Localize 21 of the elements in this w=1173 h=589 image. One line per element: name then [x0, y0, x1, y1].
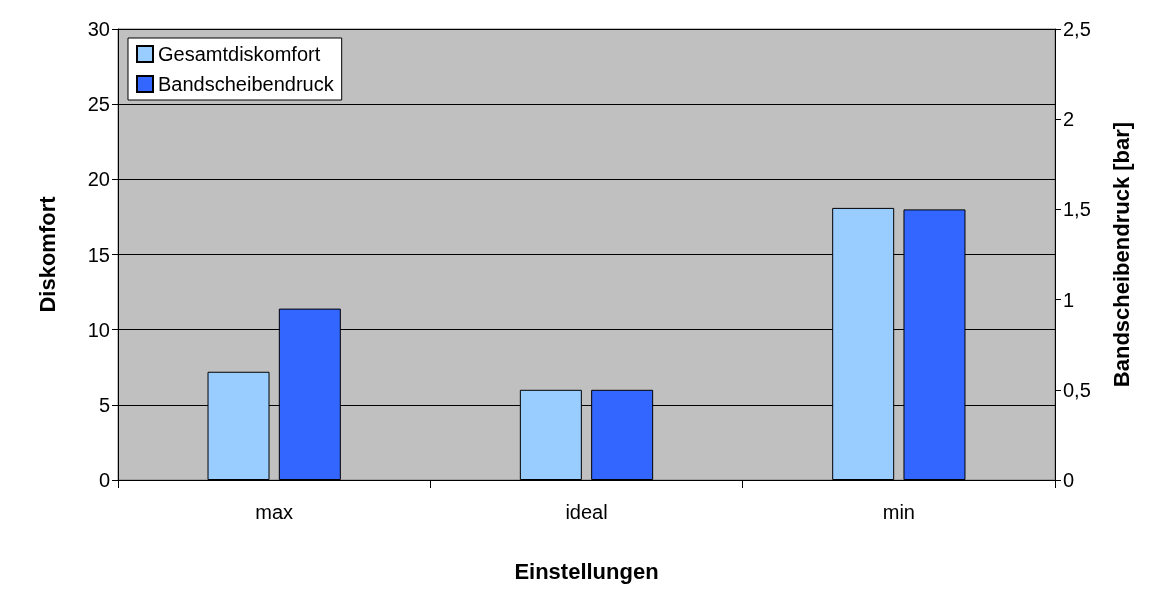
legend-label: Gesamtdiskomfort: [158, 43, 321, 65]
y-tick-label: 5: [98, 393, 110, 416]
y2-tick-label: 2,5: [1063, 18, 1091, 40]
y-tick-label: 20: [87, 168, 110, 191]
y2-tick-label: 1,5: [1063, 198, 1091, 221]
x-tick-label: max: [255, 501, 294, 523]
x-tick-label: ideal: [565, 501, 608, 523]
x-axis-title: Einstellungen: [514, 558, 659, 584]
legend-label: Bandscheibendruck: [158, 73, 335, 95]
y-tick-label: 15: [87, 243, 110, 266]
y-axis-title: Diskomfort: [34, 195, 60, 313]
y2-axis-title: Bandscheibendruck [bar]: [1108, 121, 1134, 388]
y-tick-label: 0: [98, 469, 110, 491]
y-tick-label: 10: [87, 318, 110, 341]
x-tick-label: min: [882, 501, 915, 523]
y-tick-label: 30: [87, 18, 110, 40]
y-tick-label: 25: [87, 93, 110, 116]
y2-tick-label: 1: [1063, 288, 1075, 311]
y2-tick-label: 2: [1063, 108, 1075, 131]
y2-tick-label: 0,5: [1063, 378, 1091, 401]
y2-tick-label: 0: [1063, 469, 1075, 491]
